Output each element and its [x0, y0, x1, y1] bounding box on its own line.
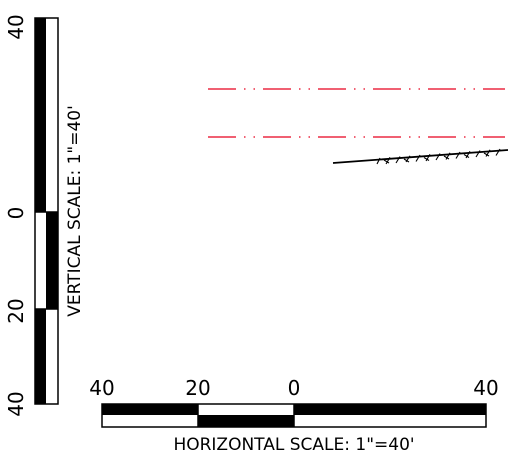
- vertical-tick-label-0: 0: [4, 207, 28, 220]
- horizontal-scale-bar: [101, 403, 487, 428]
- horizontal-bar-seg-top-1: [102, 404, 198, 415]
- vertical-scale-bar: [34, 17, 59, 405]
- horizontal-tick-label-40-right: 40: [473, 376, 498, 400]
- horizontal-tick-label-40-left: 40: [89, 376, 114, 400]
- vertical-scale-label: VERTICAL SCALE: 1"=40': [65, 105, 85, 317]
- vertical-bar-seg-right-1: [46, 212, 58, 309]
- ground-line: [332, 149, 508, 164]
- ground-profile: [332, 148, 508, 165]
- horizontal-scale-label: HORIZONTAL SCALE: 1"=40': [173, 435, 414, 455]
- vertical-tick-label-40-bottom: 40: [4, 391, 28, 416]
- vertical-bar-seg-left-2: [35, 309, 46, 404]
- vertical-tick-label-20: 20: [4, 298, 28, 323]
- horizontal-tick-label-20: 20: [185, 376, 210, 400]
- horizontal-bar-seg-top-2: [294, 404, 486, 415]
- horizontal-bar-seg-bottom-1: [198, 415, 294, 427]
- vertical-tick-label-40-top: 40: [4, 14, 28, 39]
- ground-hatching: [376, 148, 501, 165]
- vertical-bar-seg-left-1: [35, 18, 46, 212]
- horizontal-tick-label-0: 0: [288, 376, 301, 400]
